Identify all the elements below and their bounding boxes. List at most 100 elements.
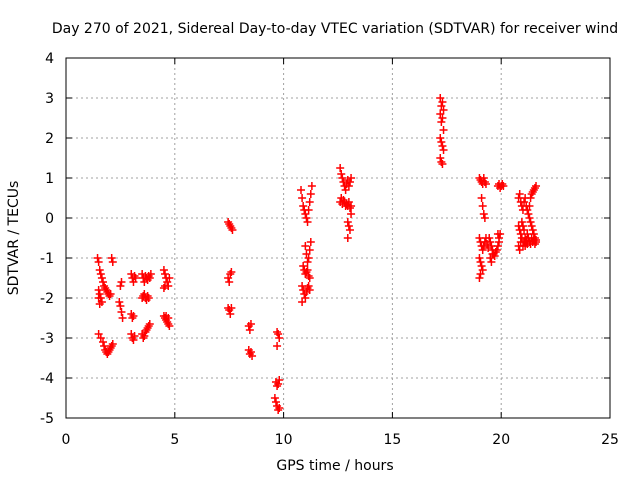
data-point [477,194,486,202]
y-tick-label: 0 [45,211,54,227]
axis-ticks: 0 5 10 15 20 25 -5 -4 -3 -2 -1 0 1 2 3 4 [40,51,619,448]
data-point [438,114,447,122]
x-axis-label: GPS time / hours [276,458,393,474]
data-point [338,174,347,182]
data-point [271,398,280,406]
data-point [159,266,168,274]
data-point [480,214,489,222]
data-point [98,338,107,346]
plot-frame [65,57,611,419]
data-point [145,274,154,282]
data-point [492,246,501,254]
data-point [161,270,170,278]
data-point [94,258,103,266]
data-point [304,282,313,290]
data-point [478,202,487,210]
data-point [527,222,536,230]
data-point [228,226,237,234]
data-point [485,234,494,242]
data-point [275,334,284,342]
data-point [131,274,140,282]
data-point [499,182,508,190]
data-point [299,202,308,210]
data-point [343,234,352,242]
data-point [438,98,447,106]
y-tick-label: -1 [40,251,54,267]
data-point [246,348,255,356]
data-point [144,294,153,302]
data-point [274,330,283,338]
data-point [532,238,541,246]
y-tick-label: -2 [40,291,54,307]
data-point [518,222,527,230]
data-point [336,164,345,172]
data-point [298,194,307,202]
data-point [106,290,115,298]
data-points [93,94,541,414]
data-point [526,194,535,202]
data-point [165,322,174,330]
data-point [118,314,127,322]
data-point [227,268,236,276]
data-point [116,282,125,290]
data-point [130,332,139,340]
data-point [344,222,353,230]
data-point [107,254,116,262]
data-point [303,258,312,266]
y-tick-label: 2 [45,131,54,147]
x-tick-label: 20 [492,432,510,448]
data-point [129,312,138,320]
data-point [306,190,315,198]
data-point [496,230,505,238]
data-point [439,146,448,154]
data-point [532,182,541,190]
data-point [475,254,484,262]
data-point [525,214,534,222]
data-point [95,300,104,308]
data-point [476,258,485,266]
data-point [297,186,306,194]
data-point [438,142,447,150]
data-point [273,342,282,350]
y-tick-label: -3 [40,331,54,347]
data-point [343,218,352,226]
data-point [270,394,279,402]
data-point [245,326,254,334]
data-point [161,282,170,290]
chart-title: Day 270 of 2021, Sidereal Day-to-day VTE… [52,21,618,37]
x-tick-label: 10 [275,432,293,448]
data-point [94,294,103,302]
data-point [165,274,174,282]
x-tick-label: 15 [383,432,401,448]
data-point [108,340,117,348]
data-point [304,254,313,262]
data-point [303,266,312,274]
data-point [495,234,504,242]
data-point [306,238,315,246]
data-point [438,160,447,168]
data-point [116,302,125,310]
y-axis-label: SDTVAR / TECUs [6,181,22,296]
data-point [488,250,497,258]
data-point [225,278,234,286]
data-point [524,210,533,218]
data-point [98,278,107,286]
data-point [226,310,235,318]
data-point [493,242,502,250]
data-point [129,336,138,344]
data-point [94,286,103,294]
data-point [486,238,495,246]
data-point [274,380,283,388]
data-point [347,174,356,182]
data-point [481,180,490,188]
data-point [475,274,484,282]
y-tick-label: 3 [45,91,54,107]
data-point [517,218,526,226]
data-point [95,290,104,298]
y-tick-label: 1 [45,171,54,187]
data-point [436,134,445,142]
data-point [437,118,446,126]
x-tick-label: 5 [170,432,179,448]
data-point [525,202,534,210]
